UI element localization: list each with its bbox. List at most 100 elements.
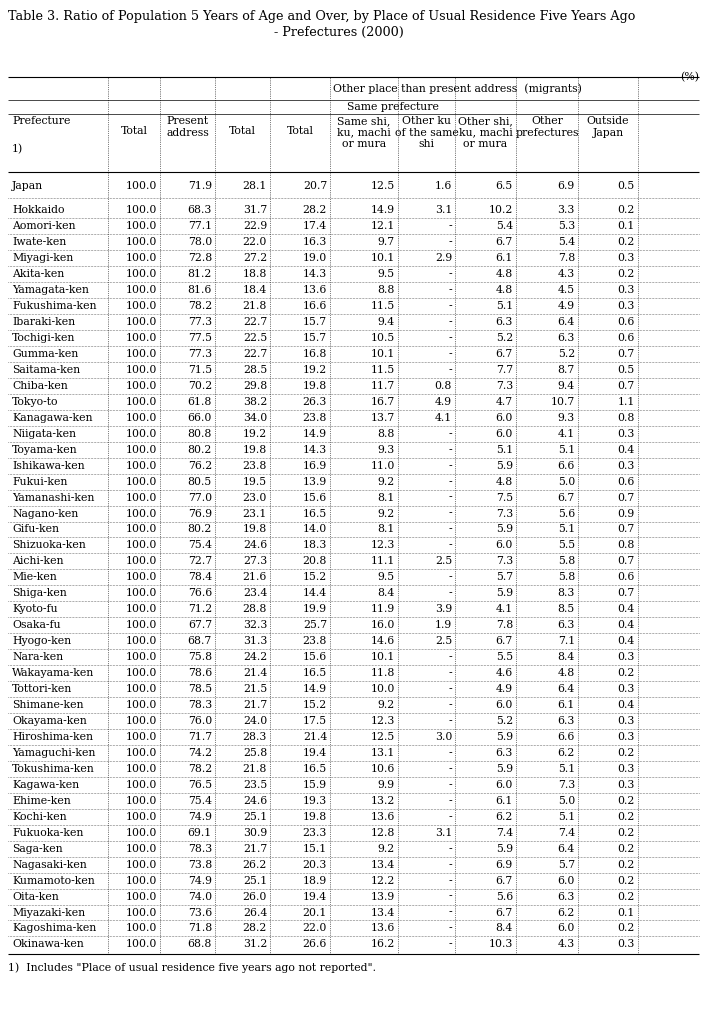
Text: 10.5: 10.5 [370,333,395,343]
Text: -: - [448,445,452,455]
Text: 13.4: 13.4 [370,860,395,870]
Text: Other shi,
ku, machi
or mura: Other shi, ku, machi or mura [458,116,513,150]
Text: 6.0: 6.0 [496,428,513,439]
Text: 21.6: 21.6 [243,573,267,582]
Text: 4.8: 4.8 [558,668,575,678]
Text: 6.7: 6.7 [558,492,575,503]
Text: 6.7: 6.7 [496,907,513,917]
Text: 12.8: 12.8 [370,828,395,838]
Text: 100.0: 100.0 [126,875,157,885]
Text: 80.8: 80.8 [187,428,212,439]
Text: 5.1: 5.1 [558,764,575,774]
Text: 11.8: 11.8 [370,668,395,678]
Text: 100.0: 100.0 [126,812,157,821]
Text: Mie-ken: Mie-ken [12,573,57,582]
Text: -: - [448,860,452,870]
Text: 100.0: 100.0 [126,652,157,663]
Text: 100.0: 100.0 [126,700,157,710]
Text: 76.9: 76.9 [188,509,212,518]
Text: 30.9: 30.9 [243,828,267,838]
Text: 0.3: 0.3 [618,253,635,263]
Text: 4.7: 4.7 [496,397,513,407]
Text: 0.2: 0.2 [618,668,635,678]
Text: 100.0: 100.0 [126,684,157,695]
Text: 31.7: 31.7 [243,205,267,216]
Text: 0.6: 0.6 [618,333,635,343]
Text: 5.1: 5.1 [496,301,513,311]
Text: 0.3: 0.3 [618,301,635,311]
Text: Saitama-ken: Saitama-ken [12,365,80,375]
Text: 100.0: 100.0 [126,924,157,934]
Text: 15.1: 15.1 [303,844,327,853]
Text: 14.9: 14.9 [303,428,327,439]
Text: 9.5: 9.5 [378,573,395,582]
Text: 5.9: 5.9 [496,460,513,471]
Text: Tochigi-ken: Tochigi-ken [12,333,76,343]
Text: 100.0: 100.0 [126,428,157,439]
Text: 76.6: 76.6 [188,588,212,599]
Text: 0.8: 0.8 [435,381,452,391]
Text: Same shi,
ku, machi
or mura: Same shi, ku, machi or mura [337,116,391,150]
Text: 28.2: 28.2 [243,924,267,934]
Text: 13.2: 13.2 [370,796,395,806]
Text: 100.0: 100.0 [126,556,157,567]
Text: Other ku
of the same
shi: Other ku of the same shi [395,116,458,150]
Text: 100.0: 100.0 [126,509,157,518]
Text: 4.1: 4.1 [496,605,513,614]
Text: 10.1: 10.1 [370,253,395,263]
Text: 100.0: 100.0 [126,907,157,917]
Text: 14.3: 14.3 [303,445,327,455]
Text: Kagawa-ken: Kagawa-ken [12,780,79,789]
Text: 100.0: 100.0 [126,269,157,279]
Text: -: - [448,875,452,885]
Text: 4.1: 4.1 [558,428,575,439]
Text: Outside
Japan: Outside Japan [587,116,629,137]
Text: 15.9: 15.9 [303,780,327,789]
Text: 6.7: 6.7 [496,349,513,359]
Text: Yamaguchi-ken: Yamaguchi-ken [12,748,95,757]
Text: 0.1: 0.1 [618,907,635,917]
Text: 6.2: 6.2 [496,812,513,821]
Text: 6.6: 6.6 [558,460,575,471]
Text: 6.0: 6.0 [558,924,575,934]
Text: 74.0: 74.0 [188,892,212,902]
Text: 26.2: 26.2 [243,860,267,870]
Text: 0.2: 0.2 [618,812,635,821]
Text: 81.6: 81.6 [187,285,212,295]
Text: 24.6: 24.6 [243,541,267,550]
Text: -: - [448,764,452,774]
Text: Tokushima-ken: Tokushima-ken [12,764,95,774]
Text: -: - [448,541,452,550]
Text: 0.2: 0.2 [618,237,635,248]
Text: Oita-ken: Oita-ken [12,892,59,902]
Text: 15.2: 15.2 [303,700,327,710]
Text: (%): (%) [680,72,699,83]
Text: 9.9: 9.9 [378,780,395,789]
Text: 6.9: 6.9 [558,182,575,191]
Text: 5.7: 5.7 [558,860,575,870]
Text: -: - [448,716,452,725]
Text: -: - [448,301,452,311]
Text: -: - [448,237,452,248]
Text: 4.5: 4.5 [558,285,575,295]
Text: 0.4: 0.4 [618,636,635,646]
Text: 4.1: 4.1 [435,413,452,423]
Text: 73.8: 73.8 [188,860,212,870]
Text: 9.4: 9.4 [378,317,395,327]
Text: 5.9: 5.9 [496,844,513,853]
Text: 7.3: 7.3 [496,509,513,518]
Text: Prefecture: Prefecture [12,116,71,126]
Text: 6.0: 6.0 [496,780,513,789]
Text: 4.8: 4.8 [496,285,513,295]
Text: 2.5: 2.5 [435,636,452,646]
Text: Ehime-ken: Ehime-ken [12,796,71,806]
Text: 75.8: 75.8 [188,652,212,663]
Text: 14.6: 14.6 [370,636,395,646]
Text: 5.9: 5.9 [496,524,513,535]
Text: 0.6: 0.6 [618,573,635,582]
Text: 0.1: 0.1 [618,221,635,231]
Text: Osaka-fu: Osaka-fu [12,620,61,631]
Text: 3.0: 3.0 [435,732,452,742]
Text: 5.4: 5.4 [558,237,575,248]
Text: 8.7: 8.7 [558,365,575,375]
